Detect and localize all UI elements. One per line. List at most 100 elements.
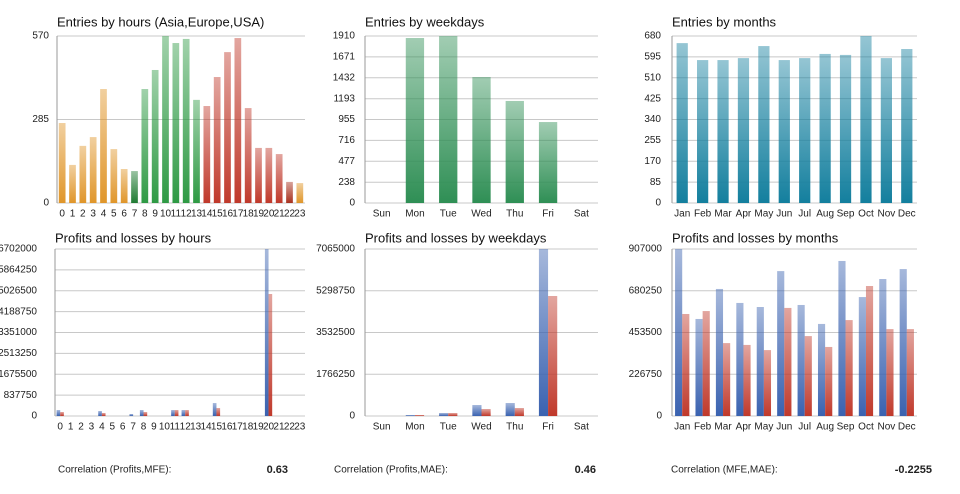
y-tick-label: 85	[650, 177, 662, 188]
bar	[901, 49, 913, 204]
x-tick-label: Mar	[714, 209, 732, 220]
bar	[234, 38, 242, 204]
y-tick-label: 955	[338, 114, 355, 125]
y-tick-label: 1675500	[0, 369, 37, 380]
x-tick-label: 5	[111, 209, 117, 220]
x-tick-label: 15	[212, 209, 224, 220]
x-tick-label: 10	[159, 422, 171, 433]
x-tick-label: 14	[200, 422, 212, 433]
bar	[845, 320, 853, 416]
bar	[193, 99, 200, 203]
bar	[695, 318, 703, 416]
y-tick-label: 1671	[333, 52, 356, 63]
y-tick-label: 680250	[629, 285, 663, 296]
bar	[224, 52, 231, 203]
bar	[286, 181, 293, 203]
correlation-label: Correlation (Profits,MFE):	[58, 465, 171, 476]
x-tick-label: 1	[70, 209, 76, 220]
x-tick-label: 16	[222, 209, 234, 220]
bar	[151, 69, 159, 203]
bar	[548, 295, 558, 416]
bar	[763, 350, 772, 416]
x-tick-label: 19	[253, 209, 265, 220]
bar	[60, 412, 64, 416]
x-tick-label: Nov	[877, 422, 895, 433]
x-tick-label: 18	[242, 422, 254, 433]
x-tick-label: 20	[263, 209, 275, 220]
bar	[185, 410, 189, 416]
x-tick-label: Sun	[373, 422, 391, 433]
y-tick-label: 907000	[629, 244, 663, 255]
y-tick-label: 453500	[629, 327, 663, 338]
x-tick-label: Thu	[506, 209, 523, 220]
chart-title: Entries by hours (Asia,Europe,USA)	[57, 14, 264, 29]
bar	[481, 409, 491, 416]
bar	[860, 36, 872, 203]
y-tick-label: 170	[644, 156, 661, 167]
bar	[439, 412, 449, 416]
x-tick-label: 8	[141, 422, 147, 433]
x-tick-label: 4	[99, 422, 105, 433]
x-tick-label: Aug	[816, 422, 834, 433]
chart-title: Entries by months	[672, 14, 777, 29]
x-tick-label: Jan	[674, 209, 690, 220]
bar	[819, 53, 831, 203]
x-tick-label: Apr	[736, 422, 752, 433]
bar	[268, 294, 273, 416]
chart-title: Profits and losses by months	[672, 230, 839, 245]
y-tick-label: 4188750	[0, 306, 37, 317]
bar	[737, 58, 750, 204]
x-tick-label: May	[754, 422, 773, 433]
bar	[715, 288, 724, 416]
x-tick-label: Nov	[877, 209, 895, 220]
x-tick-label: 3	[89, 422, 95, 433]
bar	[825, 346, 833, 416]
bar	[839, 54, 852, 203]
bar	[538, 249, 549, 416]
y-tick-label: 425	[644, 93, 661, 104]
bar	[296, 183, 304, 203]
x-tick-label: 21	[273, 422, 285, 433]
y-tick-label: 6702000	[0, 244, 37, 255]
y-tick-label: 0	[43, 198, 49, 209]
x-tick-label: 7	[130, 422, 136, 433]
y-tick-label: 0	[349, 411, 355, 422]
y-tick-label: 255	[644, 135, 661, 146]
y-tick-label: 1432	[333, 72, 356, 83]
x-tick-label: 16	[221, 422, 233, 433]
x-tick-label: 23	[294, 209, 306, 220]
bar	[838, 260, 846, 416]
x-tick-label: 2	[80, 209, 86, 220]
x-tick-label: 6	[120, 422, 126, 433]
bar	[880, 58, 892, 204]
x-tick-label: May	[754, 209, 773, 220]
x-tick-label: Fri	[542, 209, 554, 220]
x-tick-label: 12	[181, 209, 193, 220]
x-tick-label: Tue	[440, 209, 457, 220]
bar	[797, 304, 805, 416]
bar	[899, 269, 907, 416]
bar	[777, 271, 785, 416]
bar	[171, 410, 175, 416]
y-tick-label: 238	[338, 177, 355, 188]
bar	[181, 410, 186, 416]
x-tick-label: Sun	[373, 209, 391, 220]
bar	[514, 408, 524, 416]
bar	[213, 77, 221, 203]
x-tick-label: 0	[59, 209, 65, 220]
bar	[799, 58, 811, 204]
bar	[758, 46, 770, 203]
bar	[697, 60, 709, 204]
bar	[143, 412, 148, 416]
x-tick-label: 8	[142, 209, 148, 220]
correlation-value: 0.63	[267, 464, 288, 476]
bar	[110, 149, 118, 203]
bar	[439, 36, 458, 203]
x-tick-label: 17	[232, 209, 244, 220]
x-tick-label: 19	[253, 422, 265, 433]
x-tick-label: 22	[284, 422, 296, 433]
y-tick-label: 680	[644, 31, 661, 42]
y-tick-label: 0	[31, 411, 37, 422]
